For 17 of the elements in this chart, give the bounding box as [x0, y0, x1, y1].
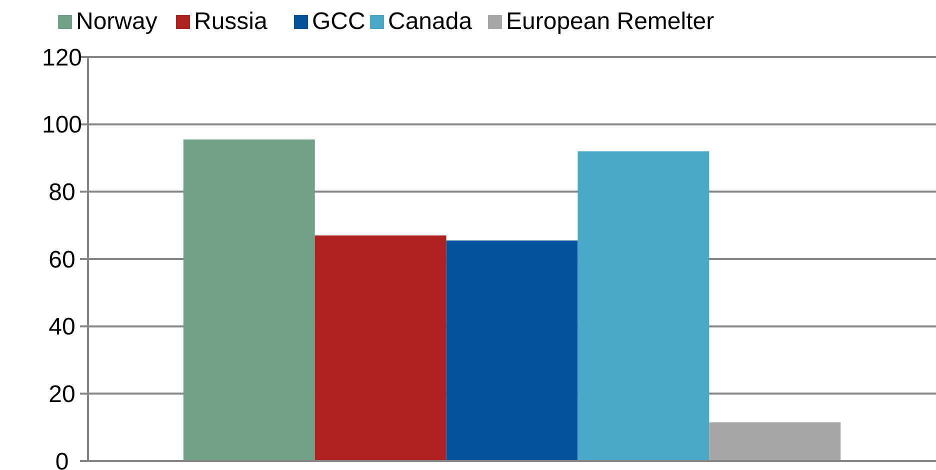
legend-label: GCC [312, 8, 366, 35]
bar [578, 151, 710, 461]
legend-label: Russia [194, 8, 268, 35]
legend-label: Norway [76, 8, 158, 35]
y-tick-label: 40 [48, 314, 76, 341]
y-tick-label: 120 [42, 44, 82, 72]
y-tick-label: 80 [48, 179, 76, 206]
y-tick-label: 20 [48, 381, 76, 408]
y-tick-label: 100 [42, 112, 82, 139]
y-tick-label: 60 [48, 246, 76, 274]
legend-label: Canada [388, 8, 473, 35]
bar [446, 240, 578, 461]
bar [183, 139, 315, 461]
bar [314, 235, 446, 461]
legend-label: European Remelter [506, 8, 714, 35]
bar [709, 422, 841, 461]
y-tick-label: 0 [55, 448, 69, 470]
